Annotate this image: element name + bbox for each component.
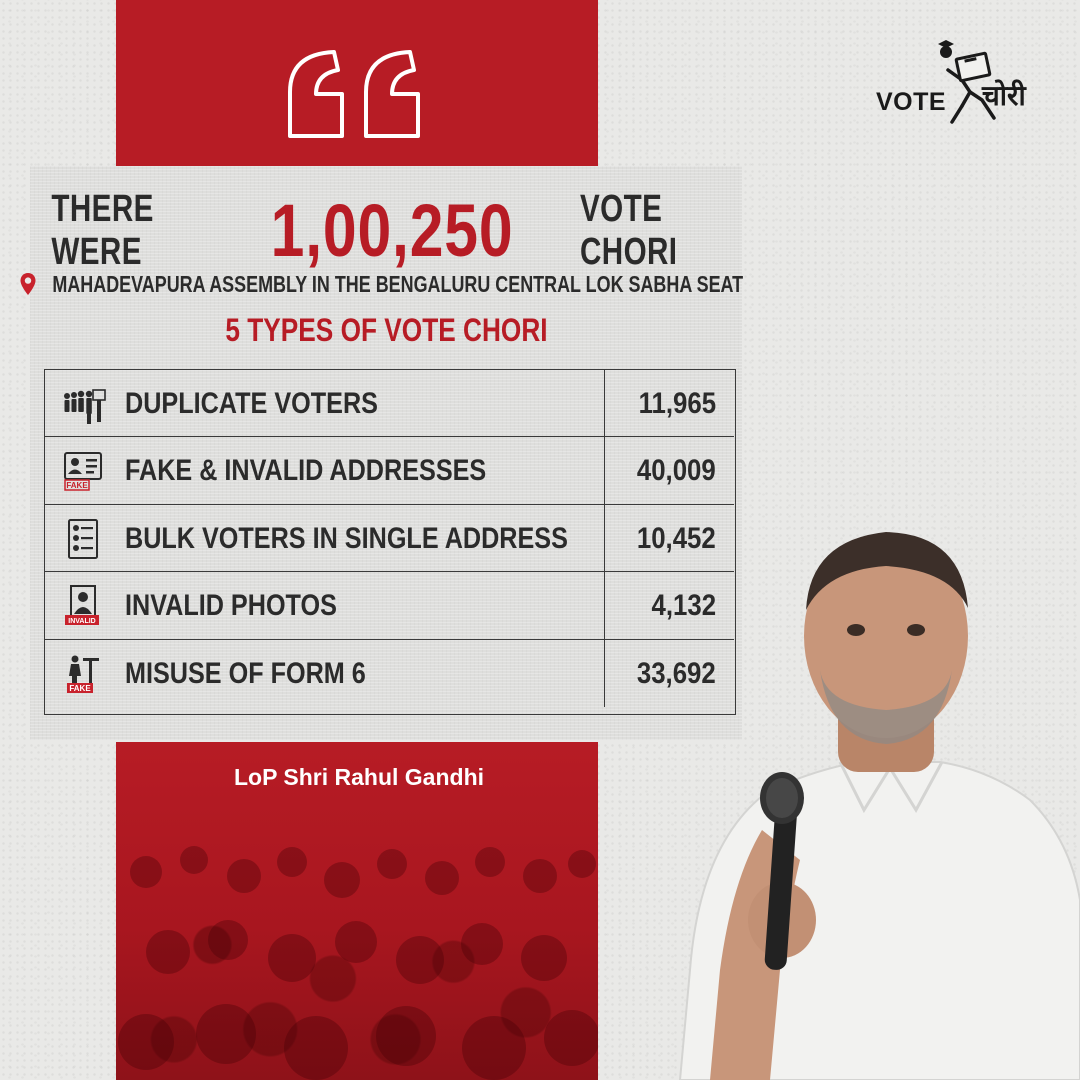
table-row: INVALID INVALID PHOTOS 4,132 [45, 572, 734, 640]
fake-form-icon: FAKE [67, 655, 99, 693]
voter-queue-icon [64, 389, 106, 424]
table-row: BULK VOTERS IN SINGLE ADDRESS 10,452 [45, 504, 734, 573]
location-line: MAHADEVAPURA ASSEMBLY IN THE BENGALURU C… [20, 268, 743, 300]
invalid-badge-text: INVALID [68, 618, 95, 625]
info-card [30, 166, 742, 740]
table-row: DUPLICATE VOTERS 11,965 [45, 370, 734, 438]
top-red-banner [116, 0, 598, 166]
invalid-photo-icon: INVALID [65, 585, 99, 626]
quote-mark-icon [288, 50, 420, 138]
vote-chori-logo: VOTE चोरी [872, 40, 1044, 126]
logo-chori-text: चोरी [982, 79, 1026, 112]
location-text: MAHADEVAPURA ASSEMBLY IN THE BENGALURU C… [52, 270, 744, 297]
document-list-icon [68, 518, 98, 559]
bottom-red-crowd-panel [116, 742, 598, 1080]
row-value: 10,452 [604, 504, 734, 572]
row-label: DUPLICATE VOTERS [125, 387, 378, 420]
vote-chori-table: DUPLICATE VOTERS 11,965 FAKE FAKE & INVA… [44, 369, 736, 715]
speaker-photo [678, 532, 1080, 1080]
row-label: MISUSE OF FORM 6 [125, 656, 366, 690]
row-label: INVALID PHOTOS [125, 589, 337, 623]
row-label: FAKE & INVALID ADDRESSES [125, 454, 487, 488]
fake-id-card-icon: FAKE [64, 452, 102, 492]
map-pin-icon [20, 273, 36, 295]
running-thief-icon [938, 40, 996, 124]
fake-badge-text: FAKE [69, 684, 91, 693]
types-title: 5 TYPES OF VOTE CHORI [224, 312, 548, 348]
fake-badge-text: FAKE [66, 481, 88, 490]
headline-number: 1,00,250 [270, 189, 514, 272]
row-label: BULK VOTERS IN SINGLE ADDRESS [125, 521, 568, 555]
row-value: 4,132 [604, 572, 734, 640]
table-row: FAKE FAKE & INVALID ADDRESSES 40,009 [45, 437, 734, 505]
speaker-caption: LoP Shri Rahul Gandhi [233, 764, 485, 790]
crowd-image [118, 846, 598, 1080]
logo-vote-text: VOTE [876, 88, 947, 116]
row-value: 11,965 [604, 370, 734, 437]
row-value: 40,009 [604, 437, 734, 505]
row-value: 33,692 [604, 639, 734, 707]
table-row: FAKE MISUSE OF FORM 6 33,692 [45, 639, 734, 707]
headline-prefix: THERE WERE [51, 188, 154, 273]
headline: THERE WERE 1,00,250 VOTE CHORI [30, 188, 742, 274]
headline-suffix: VOTE CHORI [580, 188, 678, 273]
